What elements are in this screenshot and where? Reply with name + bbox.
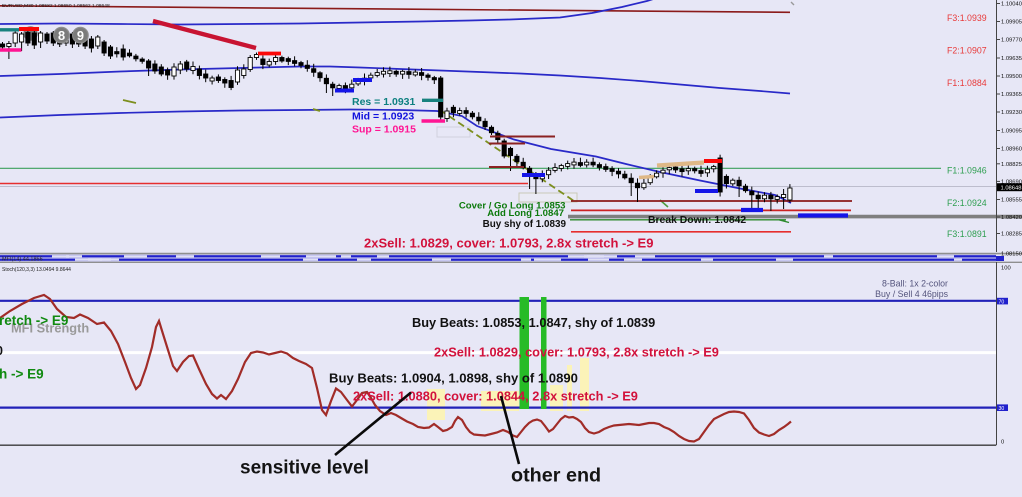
svg-text:1.09230: 1.09230 [1001, 110, 1022, 116]
svg-text:Res = 1.0931: Res = 1.0931 [352, 96, 416, 108]
svg-text:1.08690: 1.08690 [1001, 180, 1022, 186]
svg-text:Buy / Sell 4 46pips: Buy / Sell 4 46pips [875, 289, 948, 299]
svg-text:Buy Beats: 1.0904, 1.0898, shy: Buy Beats: 1.0904, 1.0898, shy of 1.0890 [329, 371, 578, 386]
svg-text:F3:1.0891: F3:1.0891 [947, 229, 987, 239]
svg-text:EURUSD,M30 1.08582 1.08650 1.: EURUSD,M30 1.08582 1.08650 1.08562 1.086… [2, 3, 110, 9]
svg-text:8-Ball: 1x 2-color: 8-Ball: 1x 2-color [882, 278, 948, 288]
svg-text:2xSell: 1.0829, cover: 1.0793,: 2xSell: 1.0829, cover: 1.0793, 2.8x stre… [434, 345, 719, 360]
svg-text:1.09635: 1.09635 [1001, 56, 1022, 62]
svg-text:F1:1.0946: F1:1.0946 [947, 166, 987, 176]
svg-text:Buy Beats: 1.0853, 1.0847, shy: Buy Beats: 1.0853, 1.0847, shy of 1.0839 [412, 315, 655, 330]
svg-text:1.09770: 1.09770 [1001, 38, 1022, 44]
svg-text:F1:1.0884: F1:1.0884 [947, 78, 987, 88]
svg-text:Sup = 1.0915: Sup = 1.0915 [352, 124, 416, 136]
svg-text:1.08150: 1.08150 [1001, 252, 1022, 258]
svg-text:1.10040: 1.10040 [1001, 2, 1022, 8]
svg-text:F2:1.0907: F2:1.0907 [947, 46, 987, 56]
svg-text:1.08285: 1.08285 [1001, 232, 1022, 238]
svg-text:stretch -> E9: stretch -> E9 [0, 313, 68, 328]
svg-text:1.09500: 1.09500 [1001, 74, 1022, 80]
svg-text:0: 0 [0, 344, 3, 358]
svg-text:1.09095: 1.09095 [1001, 129, 1022, 135]
svg-text:1.08960: 1.08960 [1001, 147, 1022, 153]
svg-text:2xSell: 1.0829, cover: 1.0793,: 2xSell: 1.0829, cover: 1.0793, 2.8x stre… [364, 236, 653, 251]
svg-text:8: 8 [58, 28, 65, 43]
svg-text:0: 0 [1001, 440, 1004, 446]
svg-text:Mid = 1.0923: Mid = 1.0923 [352, 111, 414, 123]
svg-text:30: 30 [999, 406, 1005, 412]
svg-text:1.08825: 1.08825 [1001, 162, 1022, 168]
svg-text:1.09905: 1.09905 [1001, 20, 1022, 26]
svg-text:sensitive level: sensitive level [240, 458, 369, 479]
svg-text:h -> E9: h -> E9 [0, 367, 44, 382]
svg-text:70: 70 [999, 300, 1005, 306]
svg-text:F3:1.0939: F3:1.0939 [947, 13, 987, 23]
svg-text:Buy shy of 1.0839: Buy shy of 1.0839 [483, 219, 567, 230]
svg-text:9: 9 [77, 28, 84, 43]
svg-text:1.09365: 1.09365 [1001, 92, 1022, 98]
svg-text:1.08555: 1.08555 [1001, 198, 1022, 204]
svg-text:2xSell: 1.0880, cover: 1.0844,: 2xSell: 1.0880, cover: 1.0844, 2.8x stre… [353, 389, 638, 404]
svg-text:Break Down: 1.0842: Break Down: 1.0842 [648, 215, 746, 226]
svg-text:1.08420: 1.08420 [1001, 215, 1022, 221]
svg-text:1.08648: 1.08648 [1001, 186, 1022, 192]
svg-text:other end: other end [511, 465, 601, 487]
svg-text:MFI(14) 44.1866: MFI(14) 44.1866 [2, 257, 43, 263]
svg-text:MFI Strength: MFI Strength [11, 321, 89, 336]
svg-text:Cover / Go Long 1.0853: Cover / Go Long 1.0853 [459, 200, 566, 211]
svg-text:Stoch(120,3,3) 13.0494 9.8644: Stoch(120,3,3) 13.0494 9.8644 [2, 267, 71, 273]
svg-text:Add Long 1.0847: Add Long 1.0847 [487, 208, 564, 219]
svg-text:100: 100 [1001, 266, 1011, 272]
svg-text:F2:1.0924: F2:1.0924 [947, 198, 987, 208]
